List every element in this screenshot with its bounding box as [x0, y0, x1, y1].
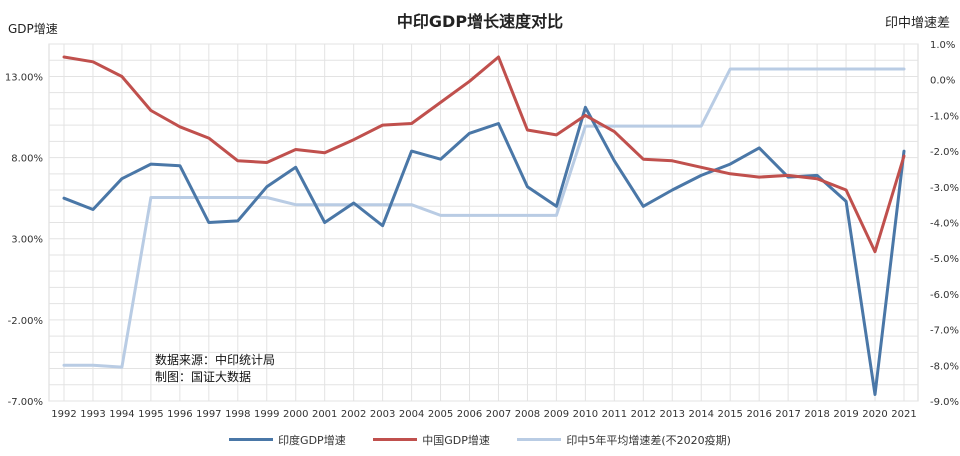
- source-annotation: 数据来源：中印统计局 制图：国证大数据: [155, 352, 275, 386]
- x-tick-label: 1995: [138, 409, 163, 420]
- legend-item-india: 印度GDP增速: [229, 432, 346, 448]
- y2-tick-label: 1.0%: [930, 40, 955, 51]
- x-tick-label: 2004: [399, 409, 424, 420]
- x-tick-label: 2001: [312, 409, 337, 420]
- x-tick-label: 2011: [602, 409, 627, 420]
- y2-tick-label: -4.0%: [930, 219, 959, 230]
- x-tick-label: 2015: [717, 409, 742, 420]
- legend-item-diff: 印中5年平均增速差(不2020疫期): [517, 432, 731, 448]
- y2-tick-label: -2.0%: [930, 147, 959, 158]
- x-tick-label: 2014: [689, 409, 714, 420]
- y2-tick-label: -3.0%: [930, 183, 959, 194]
- y2-tick-label: -5.0%: [930, 254, 959, 265]
- legend-swatch-india: [229, 438, 274, 441]
- y2-tick-label: -7.0%: [930, 326, 959, 337]
- x-tick-label: 2008: [515, 409, 540, 420]
- x-tick-label: 2018: [804, 409, 829, 420]
- credit-line: 制图：国证大数据: [155, 370, 252, 384]
- x-tick-label: 1994: [109, 409, 134, 420]
- x-tick-label: 2021: [891, 409, 916, 420]
- x-tick-label: 1996: [167, 409, 192, 420]
- legend: 印度GDP增速 中国GDP增速 印中5年平均增速差(不2020疫期): [0, 431, 960, 448]
- y2-tick-label: -9.0%: [930, 397, 959, 408]
- y-tick-label: -7.00%: [8, 397, 43, 408]
- x-tick-label: 1997: [196, 409, 221, 420]
- y2-tick-label: -1.0%: [930, 111, 959, 122]
- x-tick-label: 2006: [457, 409, 482, 420]
- x-tick-label: 2000: [283, 409, 308, 420]
- x-tick-label: 1992: [51, 409, 76, 420]
- x-tick-label: 2017: [775, 409, 800, 420]
- x-tick-label: 2009: [544, 409, 569, 420]
- source-line: 数据来源：中印统计局: [155, 353, 276, 367]
- legend-label-china: 中国GDP增速: [422, 433, 490, 447]
- y2-tick-label: 0.0%: [930, 76, 955, 87]
- legend-item-china: 中国GDP增速: [373, 432, 490, 448]
- y-tick-label: 3.00%: [11, 235, 43, 246]
- legend-swatch-china: [373, 438, 418, 441]
- x-tick-label: 2003: [370, 409, 395, 420]
- x-tick-label: 2005: [428, 409, 453, 420]
- y-tick-label: 8.00%: [11, 154, 43, 165]
- legend-label-diff: 印中5年平均增速差(不2020疫期): [566, 433, 731, 447]
- x-tick-label: 2013: [660, 409, 685, 420]
- x-tick-label: 2002: [341, 409, 366, 420]
- series-line-0: [62, 105, 906, 396]
- x-tick-label: 2010: [573, 409, 598, 420]
- x-tick-label: 2007: [486, 409, 511, 420]
- left-axis-label: GDP增速: [8, 22, 58, 36]
- x-tick-label: 2019: [833, 409, 858, 420]
- y-tick-label: -2.00%: [8, 316, 43, 327]
- chart-title: 中印GDP增长速度对比: [396, 12, 564, 31]
- series-line-1: [62, 55, 906, 254]
- x-tick-label: 1999: [254, 409, 279, 420]
- x-tick-label: 2016: [746, 409, 771, 420]
- legend-swatch-diff: [517, 438, 562, 441]
- x-tick-label: 1993: [80, 409, 105, 420]
- y-tick-label: 13.00%: [5, 72, 43, 83]
- legend-label-india: 印度GDP增速: [278, 433, 346, 447]
- right-axis-label: 印中增速差: [884, 16, 950, 31]
- x-tick-label: 2020: [862, 409, 887, 420]
- series-line-2: [62, 67, 906, 369]
- y2-tick-label: -6.0%: [930, 290, 959, 301]
- x-tick-label: 2012: [631, 409, 656, 420]
- y2-tick-label: -8.0%: [930, 361, 959, 372]
- x-tick-label: 1998: [225, 409, 250, 420]
